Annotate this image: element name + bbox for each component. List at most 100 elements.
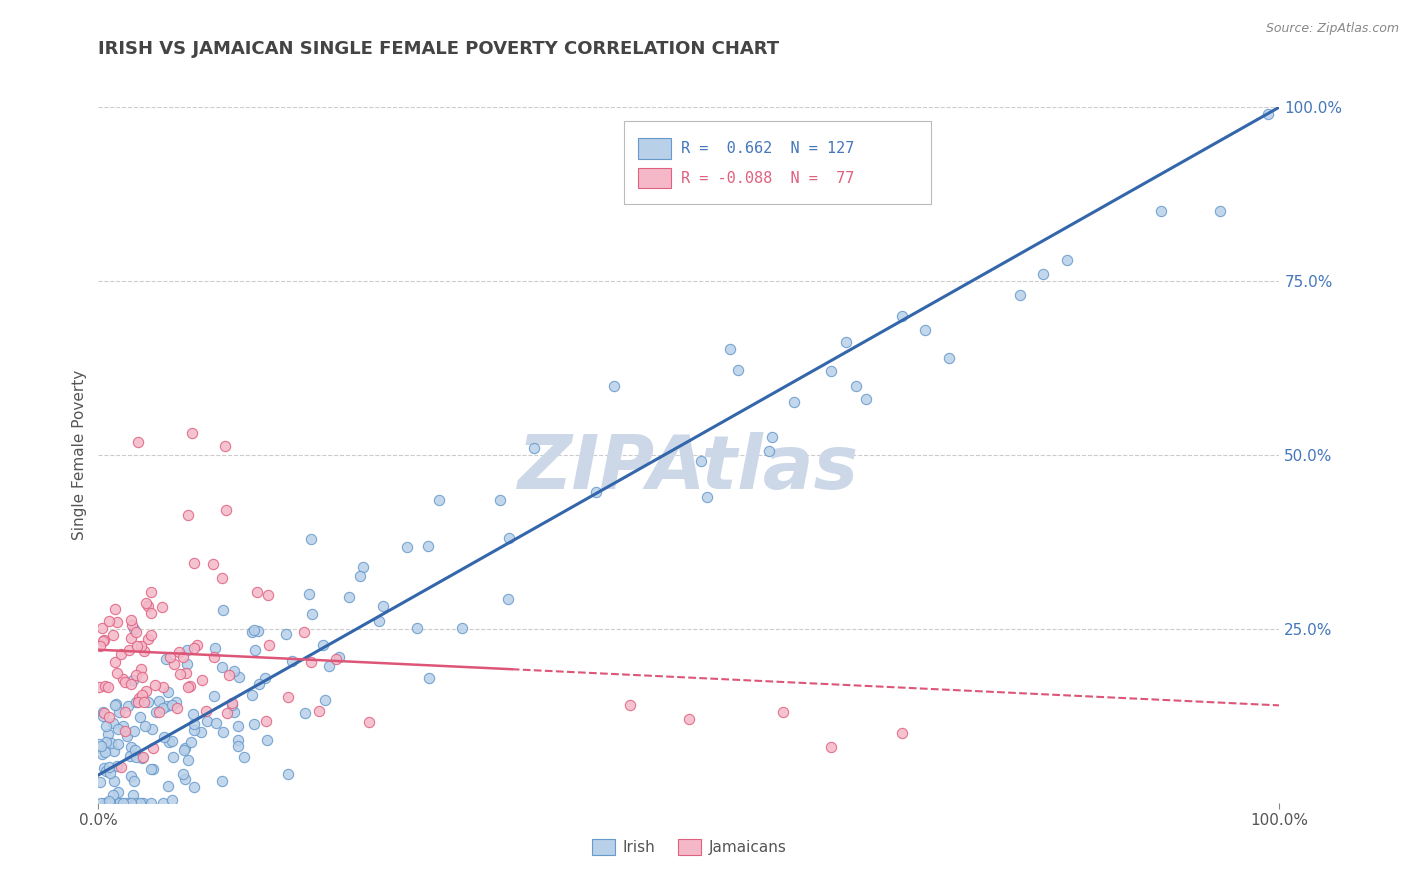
Point bbox=[91, 709, 114, 723]
Point bbox=[98, 794, 121, 808]
Point bbox=[117, 698, 139, 713]
Text: IRISH VS JAMAICAN SINGLE FEMALE POVERTY CORRELATION CHART: IRISH VS JAMAICAN SINGLE FEMALE POVERTY … bbox=[98, 40, 779, 58]
Point bbox=[585, 484, 607, 499]
Point bbox=[174, 666, 197, 681]
Point bbox=[855, 392, 877, 407]
Point bbox=[139, 585, 162, 599]
Point bbox=[152, 796, 174, 810]
Point bbox=[318, 659, 340, 673]
Point bbox=[820, 364, 842, 378]
Legend: Irish, Jamaicans: Irish, Jamaicans bbox=[585, 833, 793, 862]
Point bbox=[139, 796, 162, 810]
Point bbox=[114, 706, 136, 720]
Point bbox=[107, 666, 129, 681]
Point bbox=[111, 796, 134, 810]
Point bbox=[938, 351, 960, 365]
Point bbox=[97, 681, 120, 695]
Point bbox=[328, 650, 350, 665]
Point bbox=[118, 749, 141, 764]
Point bbox=[202, 557, 225, 571]
Point bbox=[214, 502, 236, 516]
Point bbox=[299, 655, 322, 669]
Point bbox=[132, 749, 155, 764]
Point bbox=[110, 760, 132, 774]
Point bbox=[87, 680, 110, 694]
Point bbox=[211, 724, 233, 739]
Point bbox=[232, 749, 254, 764]
Point bbox=[104, 698, 127, 713]
Point bbox=[124, 796, 146, 810]
Point bbox=[226, 733, 249, 747]
Point bbox=[107, 722, 129, 736]
Point bbox=[240, 688, 263, 702]
Point bbox=[91, 705, 114, 719]
Point bbox=[152, 701, 174, 715]
Point bbox=[141, 722, 163, 736]
Point bbox=[177, 508, 200, 522]
Point bbox=[183, 641, 205, 656]
Point bbox=[101, 715, 124, 730]
Point bbox=[94, 679, 117, 693]
Point bbox=[127, 434, 149, 449]
Point bbox=[181, 425, 204, 440]
Point bbox=[368, 614, 391, 628]
Point bbox=[226, 739, 249, 754]
Point bbox=[104, 602, 127, 616]
Point bbox=[122, 622, 145, 636]
Point bbox=[120, 614, 142, 628]
Point bbox=[337, 591, 360, 605]
Point bbox=[1257, 107, 1279, 121]
Point bbox=[122, 724, 145, 739]
Point bbox=[325, 652, 347, 666]
Point bbox=[690, 454, 713, 468]
Point bbox=[91, 633, 114, 648]
Point bbox=[202, 690, 225, 704]
Point bbox=[758, 444, 780, 458]
Point bbox=[678, 712, 700, 726]
Point bbox=[191, 673, 214, 687]
Point bbox=[761, 430, 783, 444]
Point bbox=[98, 760, 121, 774]
Point bbox=[110, 796, 132, 810]
Point bbox=[96, 796, 118, 810]
Point bbox=[121, 788, 143, 802]
Point bbox=[202, 650, 225, 665]
Point bbox=[183, 723, 205, 737]
Point bbox=[138, 696, 160, 710]
Point bbox=[156, 779, 179, 793]
Point bbox=[153, 730, 176, 744]
Point bbox=[173, 740, 195, 755]
Point bbox=[143, 678, 166, 692]
Point bbox=[118, 643, 141, 657]
Point bbox=[129, 640, 152, 654]
Point bbox=[162, 750, 184, 764]
Point bbox=[281, 654, 304, 668]
Point bbox=[772, 706, 794, 720]
Point bbox=[783, 394, 806, 409]
Point bbox=[124, 743, 146, 757]
Point bbox=[727, 363, 749, 377]
Point bbox=[152, 680, 174, 694]
Point bbox=[103, 744, 125, 758]
Point bbox=[308, 704, 330, 718]
Point bbox=[91, 621, 114, 635]
Point bbox=[105, 697, 128, 711]
Point bbox=[396, 540, 419, 554]
Point bbox=[131, 751, 153, 765]
Point bbox=[103, 774, 125, 789]
Point bbox=[93, 745, 115, 759]
Point bbox=[131, 670, 153, 684]
Point bbox=[312, 638, 335, 652]
Point bbox=[718, 342, 741, 356]
Point bbox=[108, 796, 131, 810]
Point bbox=[243, 623, 266, 637]
Point bbox=[89, 774, 111, 789]
Point bbox=[256, 732, 278, 747]
Point bbox=[101, 788, 124, 802]
Point bbox=[172, 649, 194, 664]
Point bbox=[160, 733, 183, 747]
Point bbox=[890, 726, 912, 740]
Point bbox=[135, 683, 157, 698]
FancyBboxPatch shape bbox=[638, 138, 671, 159]
Point bbox=[218, 668, 240, 682]
